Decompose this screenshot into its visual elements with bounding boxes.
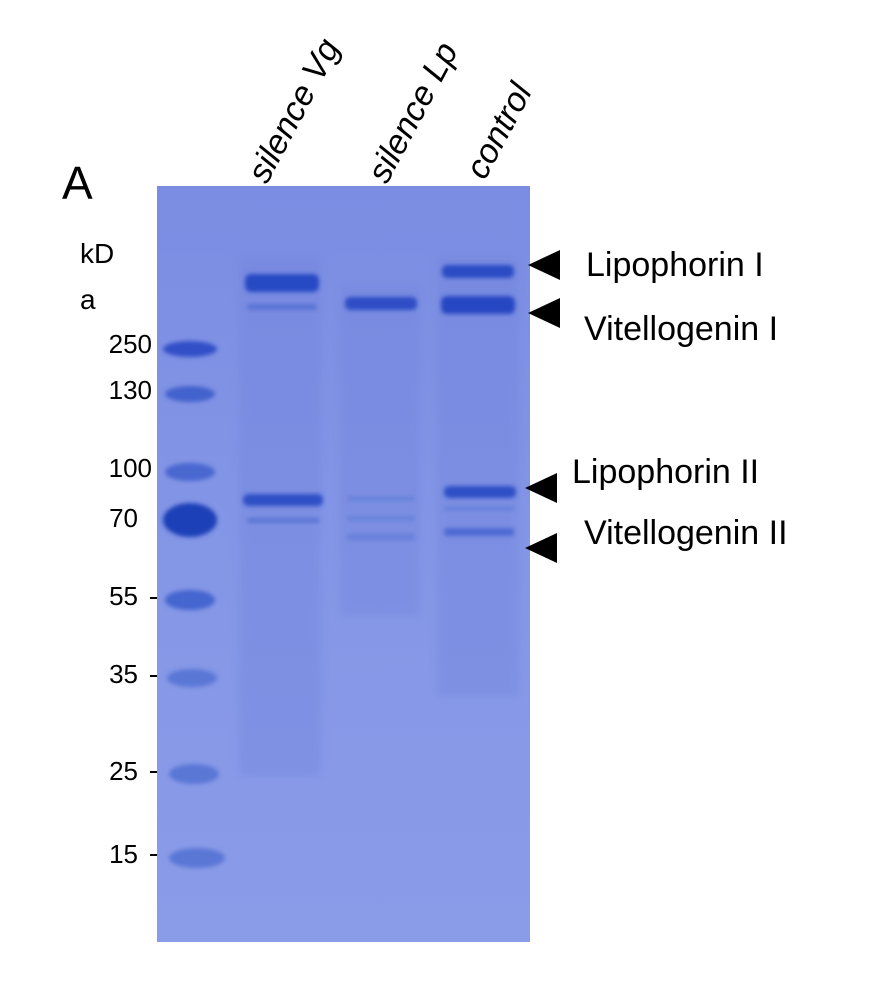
band-vitellogenin-ii-control (444, 528, 514, 536)
mw-label-35: 35 (109, 659, 138, 689)
band-label-vitellogenin-ii: Vitellogenin II (584, 514, 788, 552)
band-lipophorin-ii-control (444, 486, 516, 498)
lane-label-silence-vg: silence Vg (240, 32, 348, 189)
mw-label-55: 55 (109, 581, 138, 611)
band-vitellogenin-i-silence-lp (345, 297, 417, 310)
mw-label-25: 25 (109, 756, 138, 786)
lane-silence-lp-bands (345, 297, 417, 540)
mw-tick-55 (150, 597, 159, 599)
band-label-vitellogenin-i: Vitellogenin I (584, 310, 779, 348)
mw-label-15: 15 (109, 839, 138, 869)
unit-label-kd: kD (80, 238, 115, 269)
lane-track-silence-vg (239, 256, 321, 776)
mw-tick-15 (150, 854, 159, 856)
band-faint-control (444, 506, 514, 511)
arrow-lipophorin-ii (525, 473, 557, 503)
mw-label-70: 70 (109, 503, 138, 533)
ladder-band-70 (163, 503, 217, 537)
arrow-vitellogenin-ii (525, 533, 557, 563)
ladder-band-15 (169, 848, 225, 868)
band-faint-silence-vg (247, 518, 319, 523)
band-lipophorin-i-silence-vg (245, 274, 319, 292)
mw-label-130: 130 (108, 375, 152, 405)
ladder-band-130 (165, 386, 215, 402)
mw-tick-35 (150, 675, 159, 677)
panel-letter: A (62, 157, 93, 209)
band-label-lipophorin-i: Lipophorin I (586, 246, 764, 284)
ladder-band-100 (165, 463, 215, 481)
ladder-band-55 (165, 590, 215, 610)
band-faint-silence-lp-3 (347, 534, 415, 540)
lane-control-bands (441, 265, 516, 536)
lane-label-silence-lp: silence Lp (360, 35, 466, 189)
arrow-lipophorin-i (528, 250, 560, 280)
ladder-band-35 (167, 669, 217, 687)
ladder-lane (163, 341, 225, 868)
unit-label-a: a (80, 284, 96, 315)
ladder-band-250 (163, 341, 217, 357)
arrow-vitellogenin-i (528, 298, 560, 328)
mw-tick-25 (150, 771, 159, 773)
lane-track-silence-lp (340, 286, 420, 616)
lane-silence-vg-bands (243, 274, 323, 523)
band-faint-silence-lp-1 (347, 496, 415, 501)
band-lipophorin-i-control (442, 265, 514, 278)
mw-label-100: 100 (108, 453, 152, 483)
band-minor-silence-vg (247, 304, 317, 310)
gel-image (157, 186, 530, 942)
lane-track-control (437, 256, 519, 696)
band-label-lipophorin-ii: Lipophorin II (572, 453, 760, 491)
band-lipophorin-ii-silence-vg (243, 494, 323, 506)
ladder-band-25 (169, 764, 219, 784)
band-vitellogenin-i-control (441, 296, 515, 314)
lane-label-control: control (458, 76, 540, 185)
band-faint-silence-lp-2 (347, 516, 415, 521)
mw-label-250: 250 (108, 329, 152, 359)
